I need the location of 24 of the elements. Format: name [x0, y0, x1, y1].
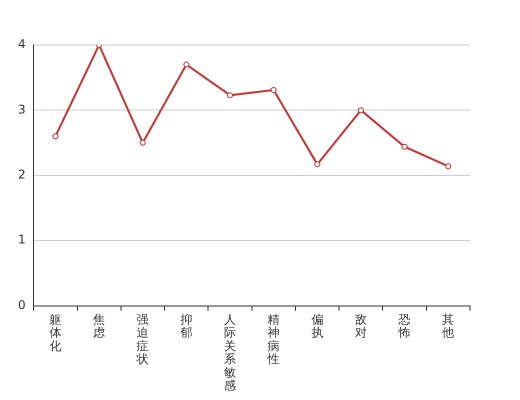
- x-tick-label: 强迫症状: [136, 312, 149, 366]
- y-tick-label: 3: [18, 102, 26, 116]
- point: [227, 92, 233, 98]
- y-tick-label: 2: [18, 168, 26, 182]
- point: [358, 107, 364, 114]
- point: [270, 86, 277, 93]
- x-tick-label: 躯体化: [49, 312, 62, 353]
- x-tick-label: 抑郁: [180, 312, 192, 340]
- x-tick-label: 焦虑: [93, 312, 106, 340]
- x-tick-label: 敌对: [354, 312, 367, 340]
- y-tick-label: 4: [18, 37, 26, 52]
- point: [140, 140, 146, 146]
- x-tick-label: 人际关系敏感: [224, 312, 236, 393]
- y-tick-label: 1: [18, 232, 26, 247]
- point: [402, 144, 408, 150]
- point: [314, 161, 320, 168]
- point: [52, 133, 58, 140]
- y-tick-label: 0: [18, 298, 26, 312]
- x-tick-label: 恐怖: [398, 312, 411, 340]
- point: [183, 62, 190, 68]
- x-tick-label: 精神病性: [266, 312, 280, 366]
- x-tick-label: 偏执: [311, 312, 324, 340]
- x-tick-label: 其他: [442, 312, 454, 340]
- point: [445, 163, 452, 170]
